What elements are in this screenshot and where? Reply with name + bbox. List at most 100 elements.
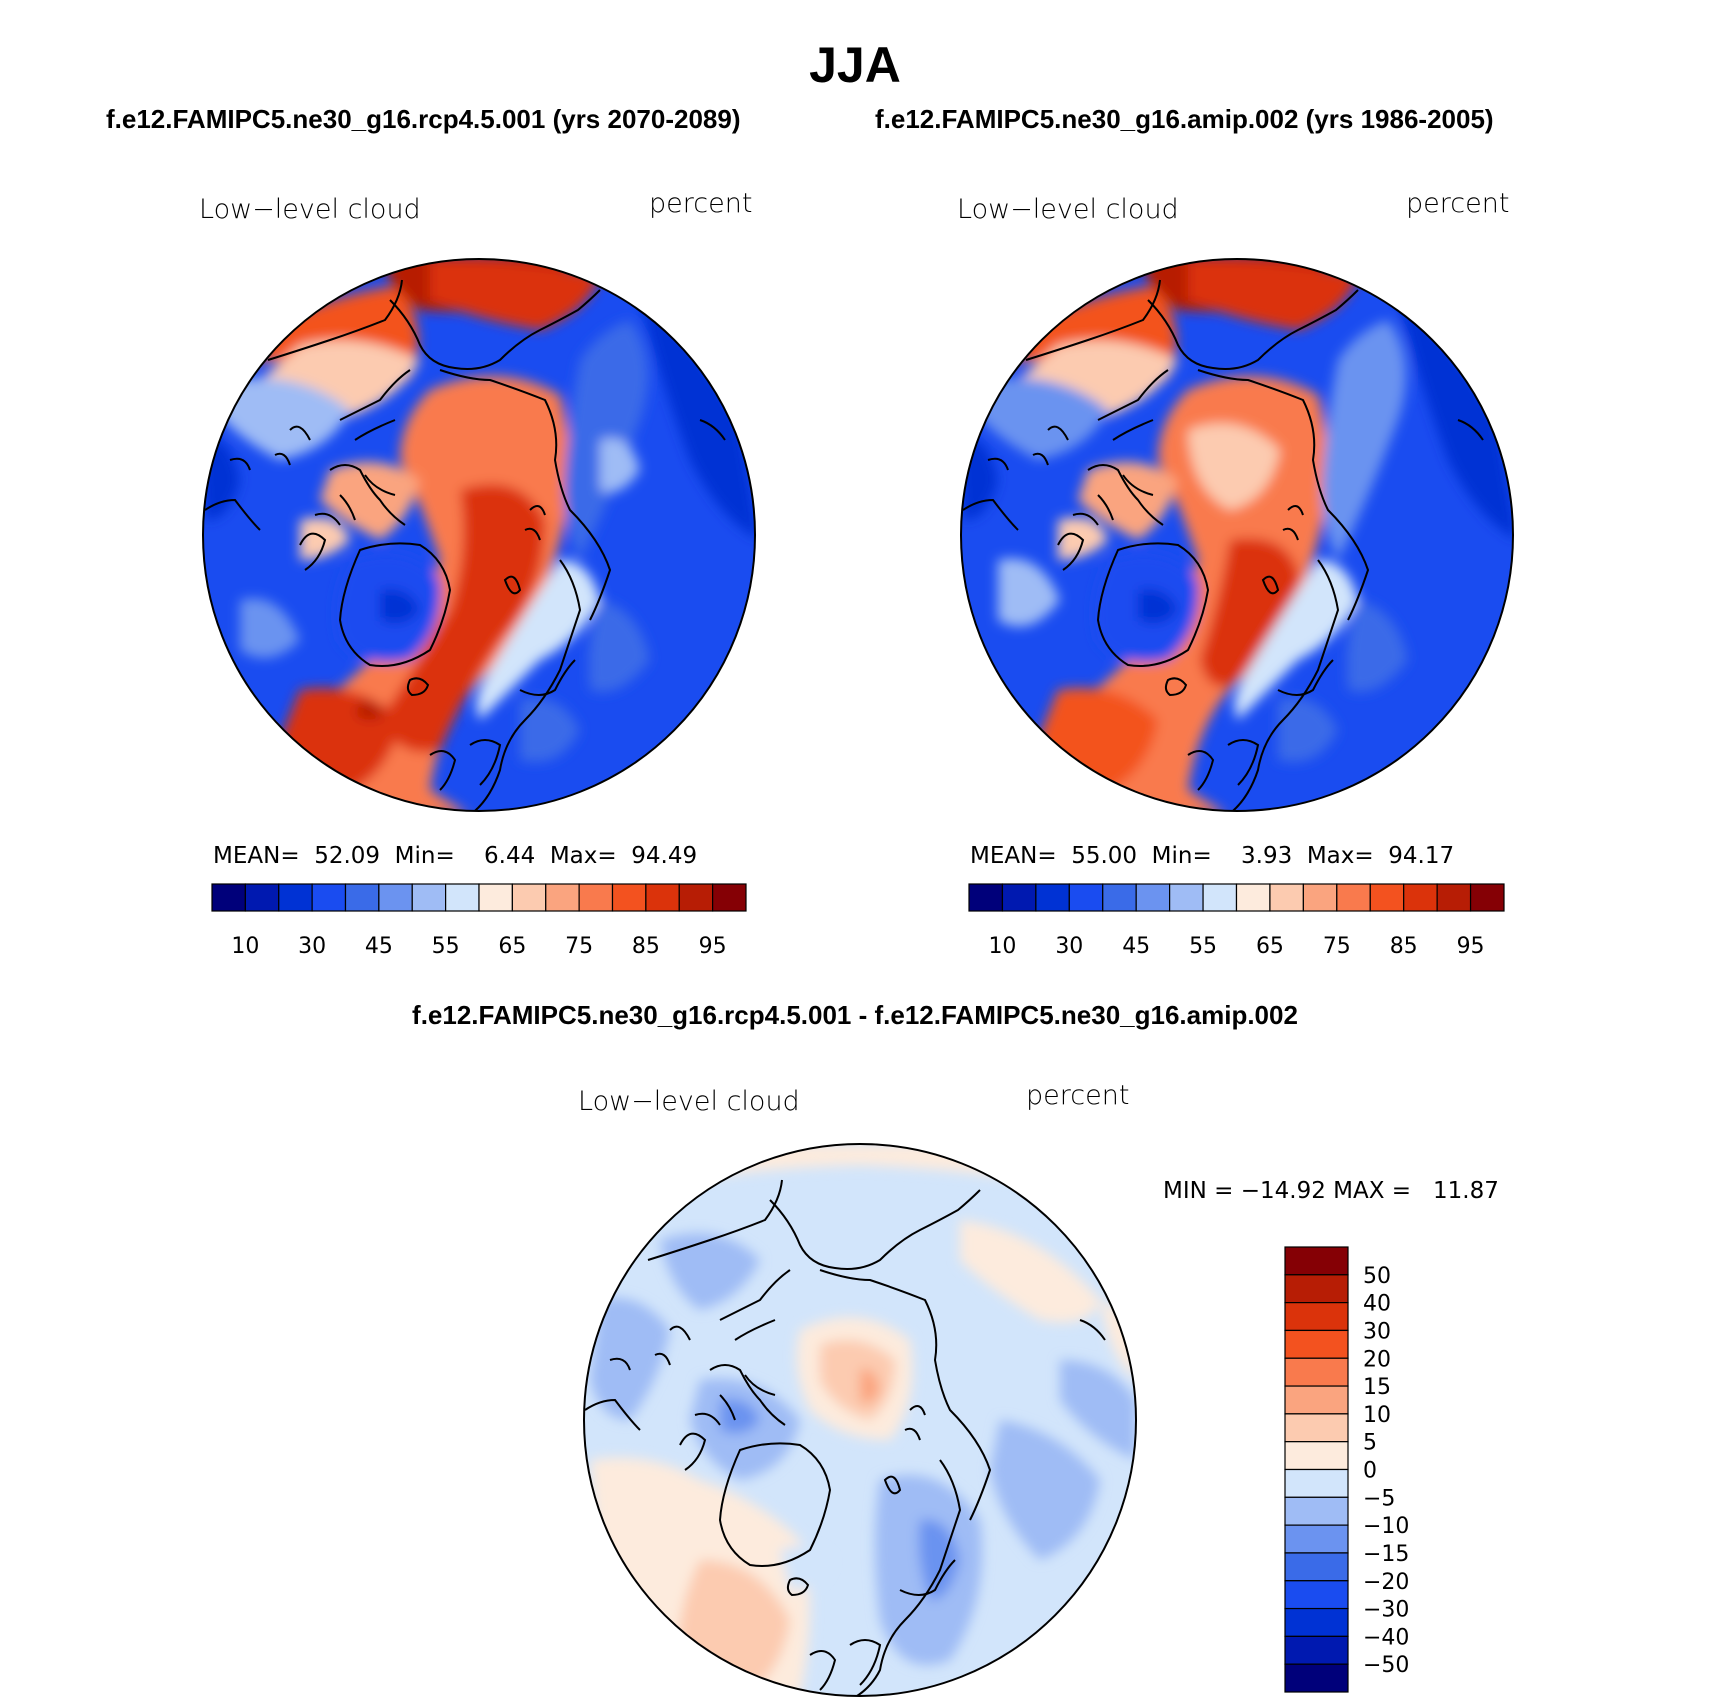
right-colorbar-swatch (1469, 883, 1505, 912)
difference-colorbar-tick-label: 5 (1363, 1431, 1377, 1456)
difference-colorbar-tick-label: −15 (1363, 1542, 1409, 1567)
right-map-border (960, 258, 1514, 812)
difference-colorbar-swatch (1284, 1552, 1349, 1582)
right-colorbar-tick-label: 45 (1122, 934, 1150, 959)
difference-colorbar-swatch (1284, 1302, 1349, 1332)
right-colorbar: 10 30 45 55 65 75 85 95 (968, 883, 1505, 959)
difference-colorbar-swatch (1284, 1357, 1349, 1387)
right-colorbar-tick-label: 10 (988, 934, 1016, 959)
right-colorbar-swatch (968, 883, 1004, 912)
difference-colorbar-tick-label: 10 (1363, 1403, 1391, 1428)
left-colorbar-swatch (344, 883, 380, 912)
right-units-label: percent (1406, 188, 1510, 219)
right-colorbar-tick-label: 30 (1055, 934, 1083, 959)
difference-colorbar-swatch (1284, 1274, 1349, 1304)
left-units-label: percent (649, 188, 753, 219)
difference-colorbar-tick-label: 20 (1363, 1347, 1391, 1372)
right-polar-map (960, 258, 1514, 812)
difference-map-border (583, 1143, 1137, 1697)
left-colorbar-swatch (712, 883, 747, 912)
left-map-field (203, 259, 755, 811)
right-colorbar-swatch (1202, 883, 1238, 912)
right-colorbar-swatch (1169, 883, 1204, 912)
difference-colorbar-swatch (1284, 1580, 1349, 1610)
left-colorbar-tick-label: 10 (231, 934, 259, 959)
difference-colorbar-swatch (1284, 1635, 1349, 1665)
difference-colorbar-swatch (1284, 1496, 1349, 1526)
left-colorbar-swatch (611, 883, 647, 912)
left-stats: MEAN= 52.09 Min= 6.44 Max= 94.49 (213, 843, 698, 869)
right-map-field (961, 259, 1513, 811)
right-panel-subtitle: f.e12.FAMIPC5.ne30_g16.amip.002 (yrs 198… (875, 104, 1494, 134)
left-colorbar-swatch (378, 883, 413, 912)
diff-stats: MIN = −14.92 MAX = 11.87 (1163, 1178, 1499, 1204)
diff-units-label: percent (1026, 1080, 1130, 1111)
left-colorbar: 10 30 45 55 65 75 85 95 (211, 883, 747, 959)
left-colorbar-swatch (511, 883, 547, 912)
difference-colorbar-tick-label: −5 (1363, 1486, 1395, 1511)
right-colorbar-swatch (1369, 883, 1405, 912)
right-colorbar-tick-label: 85 (1390, 934, 1418, 959)
right-colorbar-tick-label: 65 (1256, 934, 1284, 959)
left-colorbar-tick-label: 65 (498, 934, 526, 959)
right-colorbar-tick-label: 95 (1457, 934, 1485, 959)
difference-colorbar-tick-label: 15 (1363, 1375, 1391, 1400)
difference-colorbar-swatch (1284, 1385, 1349, 1415)
difference-polar-map (583, 1143, 1137, 1697)
right-colorbar-tick-label: 75 (1323, 934, 1351, 959)
diff-variable-label: Low−level cloud (578, 1086, 800, 1117)
right-colorbar-swatch (1336, 883, 1371, 912)
right-colorbar-swatch (1403, 883, 1438, 912)
difference-colorbar-tick-label: 50 (1363, 1264, 1391, 1289)
left-colorbar-tick-label: 55 (432, 934, 460, 959)
difference-colorbar-tick-label: 30 (1363, 1319, 1391, 1344)
difference-colorbar-swatch (1284, 1329, 1349, 1359)
right-colorbar-swatch (1102, 883, 1137, 912)
right-colorbar-swatch (1235, 883, 1271, 912)
difference-panel-title: f.e12.FAMIPC5.ne30_g16.rcp4.5.001 - f.e1… (412, 1000, 1298, 1030)
difference-colorbar-tick-label: −40 (1363, 1625, 1409, 1650)
right-colorbar-swatch (1135, 883, 1171, 912)
left-map-border (202, 258, 756, 812)
right-coastlines (962, 279, 1484, 811)
difference-colorbar-tick-label: −50 (1363, 1653, 1409, 1678)
left-colorbar-swatch (244, 883, 280, 912)
left-coastlines (204, 279, 726, 811)
difference-coastlines (584, 1179, 1106, 1696)
difference-colorbar-swatch (1284, 1524, 1349, 1554)
right-stats: MEAN= 55.00 Min= 3.93 Max= 94.17 (970, 843, 1455, 869)
difference-colorbar-tick-label: −10 (1363, 1514, 1409, 1539)
right-colorbar-swatch (1068, 883, 1104, 912)
right-colorbar-swatch (1001, 883, 1037, 912)
left-colorbar-swatch (411, 883, 447, 912)
right-colorbar-swatch (1035, 883, 1070, 912)
left-colorbar-swatch (678, 883, 714, 912)
left-colorbar-swatch (445, 883, 480, 912)
left-colorbar-tick-label: 95 (699, 934, 727, 959)
difference-colorbar-swatch (1284, 1413, 1349, 1443)
left-polar-map (202, 258, 756, 812)
left-colorbar-tick-label: 30 (298, 934, 326, 959)
left-colorbar-swatch (478, 883, 513, 912)
difference-colorbar-swatch (1284, 1246, 1349, 1276)
left-colorbar-swatch (278, 883, 313, 912)
difference-colorbar-swatch (1284, 1663, 1349, 1693)
left-colorbar-swatch (211, 883, 246, 912)
left-colorbar-swatch (578, 883, 614, 912)
right-colorbar-swatch (1436, 883, 1472, 912)
difference-colorbar-tick-label: −20 (1363, 1570, 1409, 1595)
difference-colorbar-tick-label: −30 (1363, 1598, 1409, 1623)
right-colorbar-tick-label: 55 (1189, 934, 1217, 959)
left-variable-label: Low−level cloud (199, 194, 421, 225)
difference-colorbar-tick-label: 40 (1363, 1292, 1391, 1317)
right-colorbar-swatch (1302, 883, 1338, 912)
figure-title: JJA (809, 37, 901, 93)
left-colorbar-swatch (311, 883, 347, 912)
left-colorbar-tick-label: 75 (565, 934, 593, 959)
difference-colorbar-swatch (1284, 1607, 1349, 1637)
difference-map-field (584, 1144, 1136, 1696)
left-panel-subtitle: f.e12.FAMIPC5.ne30_g16.rcp4.5.001 (yrs 2… (106, 104, 741, 134)
left-colorbar-tick-label: 85 (632, 934, 660, 959)
